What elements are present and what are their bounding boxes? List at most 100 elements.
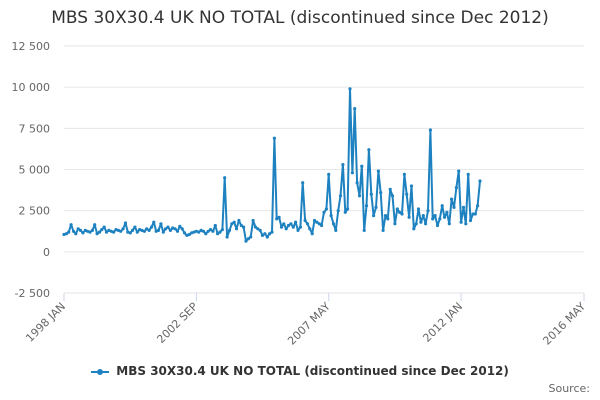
data-point <box>454 186 458 190</box>
data-point <box>353 107 357 111</box>
chart-title: MBS 30X30.4 UK NO TOTAL (discontinued si… <box>51 8 549 28</box>
data-point <box>440 204 444 208</box>
data-point <box>324 207 328 211</box>
data-point <box>128 231 132 235</box>
data-point <box>450 197 454 201</box>
data-point <box>67 230 71 234</box>
data-point <box>355 181 359 185</box>
data-point <box>395 207 399 211</box>
data-point <box>322 210 326 214</box>
data-point <box>334 228 338 232</box>
data-point <box>431 217 435 221</box>
data-point <box>253 225 258 229</box>
data-point <box>213 223 217 228</box>
legend[interactable]: MBS 30X30.4 UK NO TOTAL (discontinued si… <box>0 364 600 378</box>
data-point <box>308 227 312 231</box>
data-point <box>156 228 161 232</box>
y-tick-label: 2 500 <box>19 205 51 218</box>
data-point <box>175 229 180 233</box>
x-tick-label: 2007 MAY <box>285 300 333 348</box>
data-point <box>320 223 324 228</box>
data-point <box>230 222 234 226</box>
data-point <box>197 230 201 234</box>
data-point <box>442 215 447 219</box>
data-point <box>296 228 300 232</box>
data-point <box>88 230 92 234</box>
data-point <box>310 232 314 236</box>
data-point <box>192 230 196 234</box>
data-point <box>237 218 241 223</box>
data-point <box>341 163 345 167</box>
data-point <box>74 232 78 236</box>
data-point <box>187 232 191 237</box>
data-point <box>301 181 305 185</box>
data-point <box>459 220 463 224</box>
data-point <box>133 225 137 229</box>
data-point <box>90 228 94 232</box>
data-point <box>461 205 466 209</box>
data-point <box>303 218 307 223</box>
data-point <box>331 222 336 226</box>
data-point <box>466 172 470 176</box>
x-axis: 1998 JAN 2002 SEP 2007 MAY 2012 JAN 2016 MAY <box>23 293 588 348</box>
data-point <box>407 215 411 219</box>
data-point <box>258 228 262 232</box>
grid-lines <box>64 45 584 294</box>
data-point <box>275 217 279 221</box>
data-point <box>369 192 373 196</box>
data-point <box>206 229 210 233</box>
data-point <box>457 169 461 173</box>
data-point <box>182 231 187 235</box>
data-point <box>372 214 376 218</box>
data-point <box>123 221 128 225</box>
data-point <box>452 205 456 209</box>
data-point <box>86 229 90 233</box>
data-point <box>270 230 274 234</box>
data-point <box>343 210 347 214</box>
y-axis-labels: -2 500 0 2 500 5 000 7 500 10 000 12 500 <box>12 40 51 300</box>
data-point <box>405 192 409 196</box>
data-point <box>435 223 440 228</box>
legend-item-label[interactable]: MBS 30X30.4 UK NO TOTAL (discontinued si… <box>116 364 509 378</box>
data-point <box>421 214 425 218</box>
data-point <box>173 227 177 231</box>
data-point <box>249 235 253 239</box>
data-point <box>428 128 432 132</box>
data-point <box>64 232 68 236</box>
data-point <box>268 232 272 236</box>
data-point <box>476 204 480 208</box>
data-point <box>282 222 286 226</box>
data-point <box>140 228 144 232</box>
data-point <box>424 222 428 226</box>
data-point <box>112 230 116 234</box>
data-point <box>398 210 402 214</box>
data-point <box>145 227 149 231</box>
data-point <box>305 222 310 226</box>
data-point <box>291 225 295 229</box>
data-point <box>315 220 319 224</box>
data-point <box>336 209 340 213</box>
data-point <box>402 172 406 176</box>
x-tick-label: 1998 JAN <box>23 300 68 345</box>
y-tick-label: 7 500 <box>19 122 51 135</box>
data-point <box>346 207 350 211</box>
y-tick-label: -2 500 <box>15 287 50 300</box>
data-point <box>357 194 362 198</box>
data-point <box>286 223 291 228</box>
data-point <box>327 172 331 176</box>
data-point <box>244 239 248 243</box>
data-point <box>263 232 267 236</box>
data-point <box>166 225 170 229</box>
data-point <box>473 212 477 216</box>
data-point <box>93 223 97 227</box>
data-point <box>414 222 418 226</box>
y-tick-label: 5 000 <box>19 164 51 177</box>
data-point <box>277 215 281 219</box>
series-line <box>63 87 481 243</box>
data-point <box>199 228 203 232</box>
data-point <box>388 187 392 191</box>
data-point <box>138 228 142 232</box>
data-point <box>272 136 276 140</box>
data-point <box>204 232 208 236</box>
